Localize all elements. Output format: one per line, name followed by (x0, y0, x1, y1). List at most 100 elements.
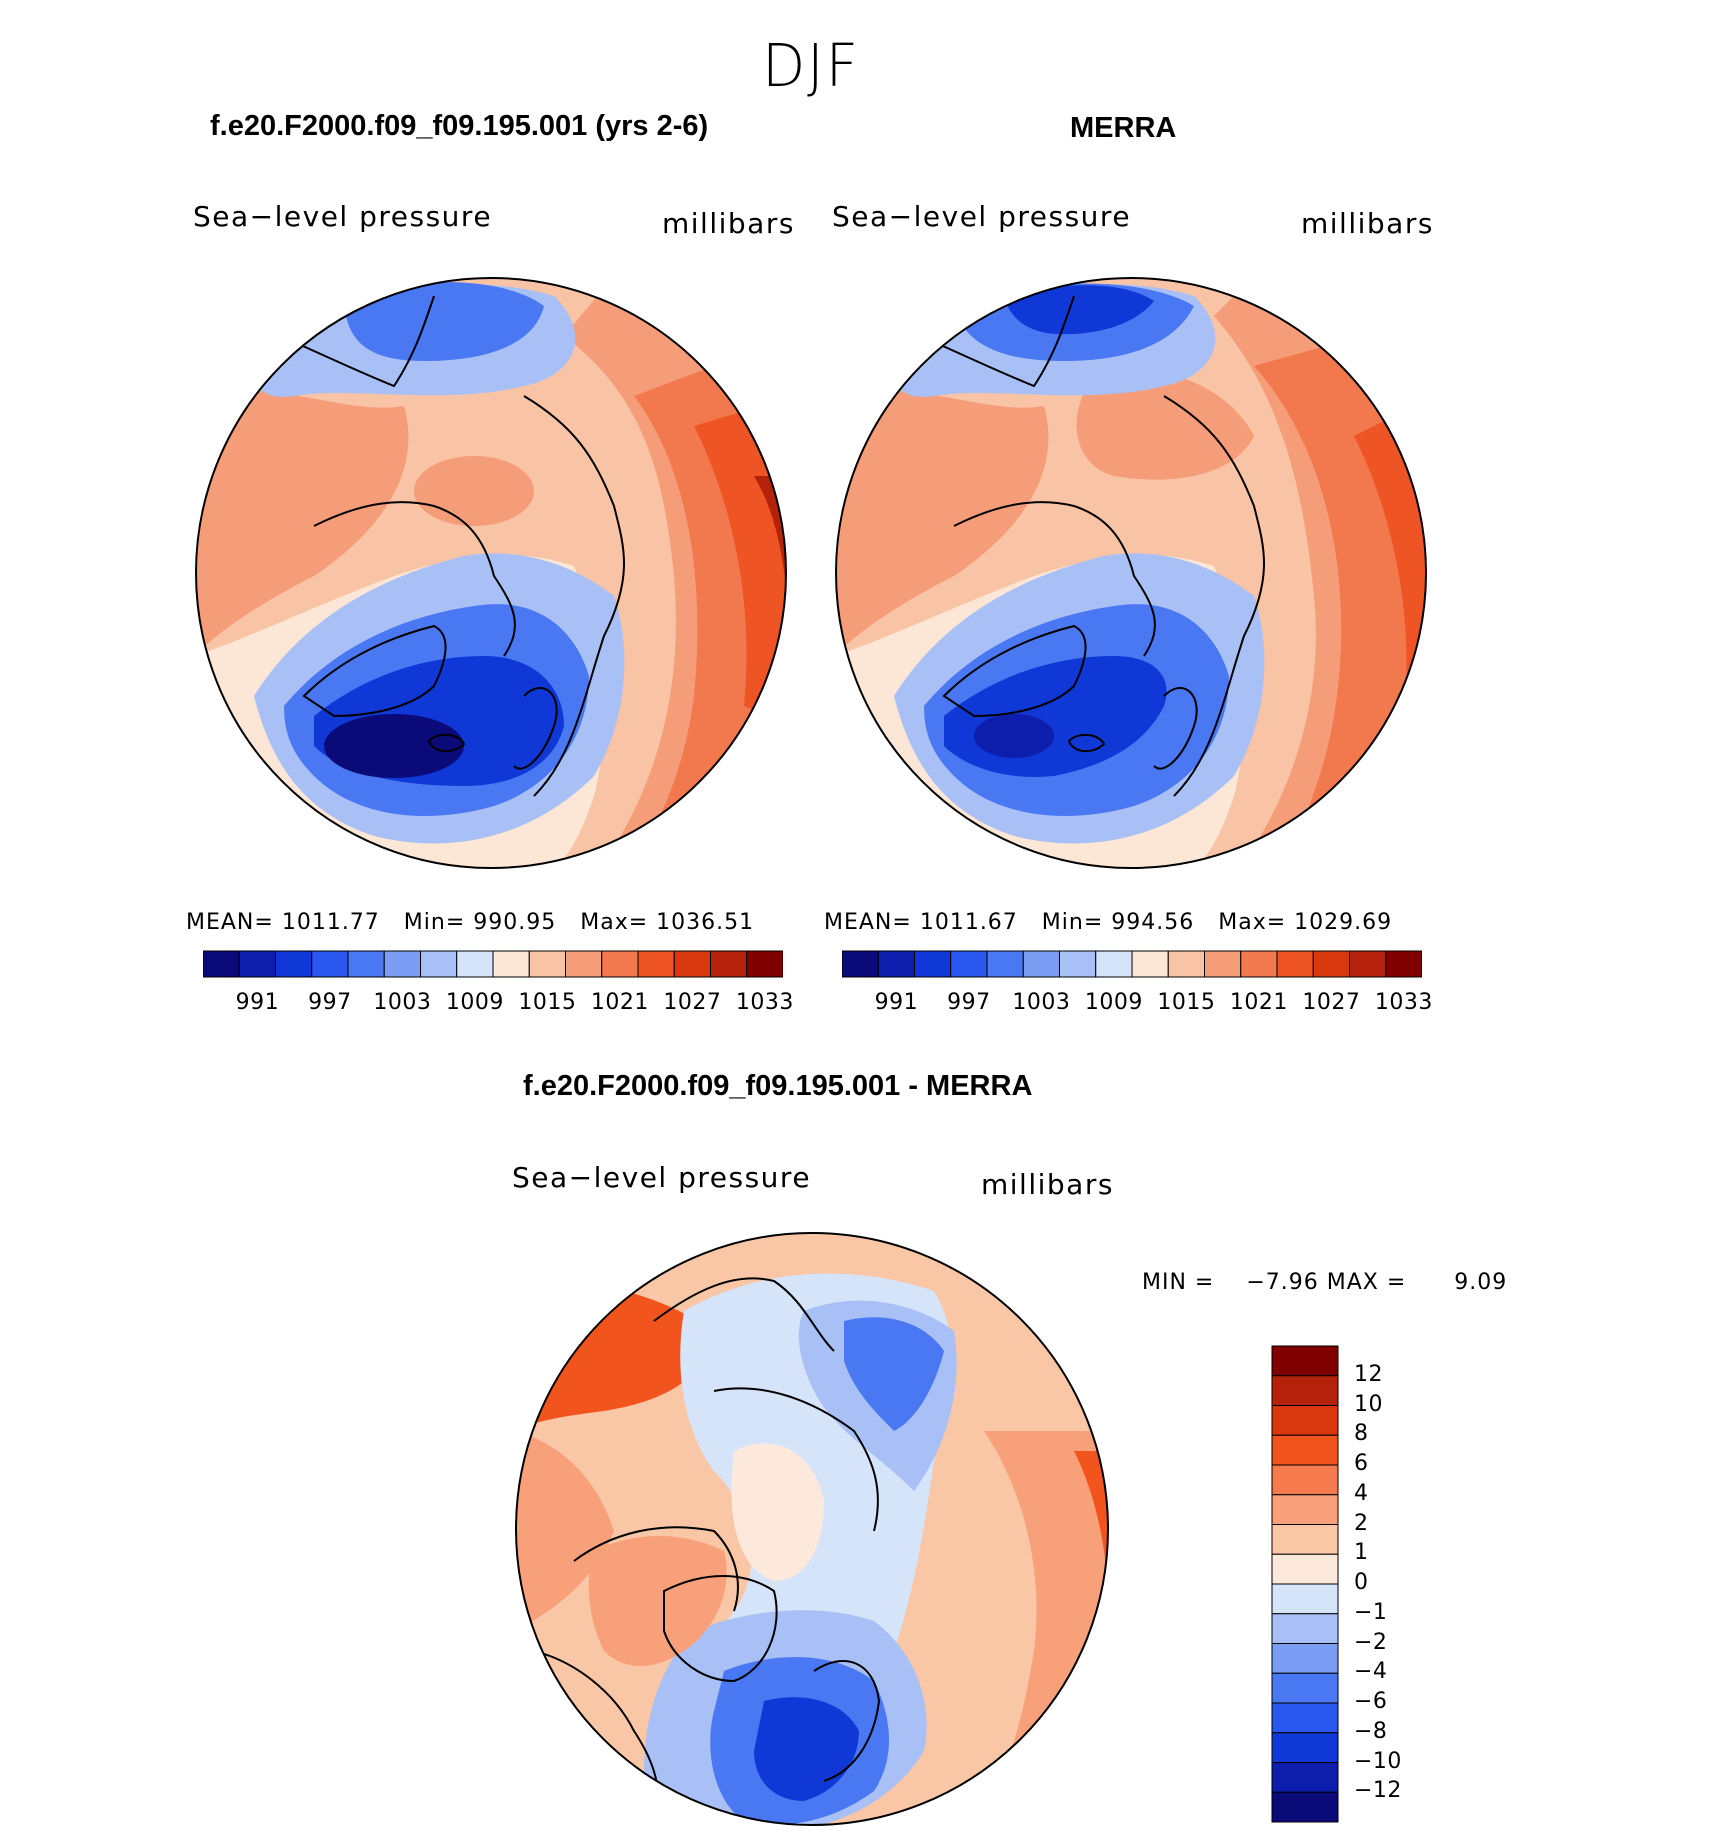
colorbar-tick-label: −10 (1354, 1748, 1402, 1774)
polar-map-obs (835, 277, 1427, 869)
colorbar-tick-label: 1021 (1229, 990, 1288, 1015)
colorbar-swatch (1271, 1553, 1339, 1585)
colorbar-swatch (1271, 1375, 1339, 1406)
colorbar-tick-label: 4 (1354, 1480, 1369, 1506)
colorbar-tick-label: 8 (1354, 1421, 1369, 1447)
slp-contour-siberian-high (1076, 370, 1254, 480)
colorbar-ticks-obs: 991 997 1003 1009 1015 1021 1027 1033 (842, 990, 1433, 1020)
colorbar-swatch (1385, 950, 1422, 978)
min-value: 994.56 (1111, 910, 1195, 935)
mean-value: 1011.77 (281, 910, 380, 935)
colorbar-swatch (1271, 1702, 1339, 1734)
colorbar-swatch (1312, 950, 1350, 978)
diff-contour-positive-e-core (1074, 1451, 1108, 1651)
colorbar-tick-label: 1009 (445, 990, 504, 1015)
units-label-model: millibars (662, 207, 795, 240)
colorbar-swatch (1271, 1405, 1339, 1436)
colorbar-swatch (347, 950, 385, 978)
colorbar-swatch (1271, 1791, 1339, 1823)
slp-contour-icelandic-low-core (324, 714, 464, 778)
colorbar-tick-label: 997 (308, 990, 352, 1015)
colorbar-tick-label: 991 (874, 990, 919, 1015)
colorbar-swatch (420, 950, 458, 978)
coastline-siberia (653, 1277, 835, 1352)
colorbar-swatch (1131, 950, 1169, 978)
colorbar-swatch (203, 950, 240, 978)
max-label: Max= (580, 910, 649, 935)
mean-label: MEAN= (186, 910, 274, 935)
colorbar-tick-label: 10 (1354, 1391, 1383, 1417)
colorbar-swatch (1271, 1494, 1339, 1525)
panel-title-obs: MERRA (1070, 112, 1177, 144)
colorbar-tick-label: 997 (947, 990, 991, 1015)
colorbar-tick-label: 1003 (373, 990, 432, 1015)
slp-contour-high-west (196, 390, 409, 656)
colorbar-swatch (914, 950, 952, 978)
colorbar-tick-label: 1033 (1374, 990, 1433, 1015)
coastline-scandinavia (1153, 686, 1198, 770)
colorbar-swatch (1271, 1613, 1339, 1644)
colorbar-tick-label: −4 (1354, 1659, 1388, 1685)
variable-label-model: Sea−level pressure (193, 200, 493, 233)
colorbar-swatch (528, 950, 566, 978)
colorbar-swatch (986, 950, 1024, 978)
colorbar-swatch (383, 950, 421, 978)
map-border (195, 277, 787, 869)
colorbar-obs (842, 950, 1422, 978)
colorbar-swatch (238, 950, 276, 978)
colorbar-swatch (877, 950, 915, 978)
colorbar-tick-label: 6 (1354, 1451, 1369, 1476)
panel-title-diff: f.e20.F2000.f09_f09.195.001 - MERRA (523, 1070, 1033, 1102)
diff-contour-neutral-pole (731, 1443, 824, 1581)
colorbar-swatch (950, 950, 988, 978)
min-label: Min= (403, 910, 466, 935)
colorbar-swatch (746, 950, 783, 978)
colorbar-swatch (1059, 950, 1097, 978)
colorbar-swatch (275, 950, 313, 978)
diff-contour-negative-atlantic-core (754, 1697, 859, 1801)
coastline-greenland (942, 624, 1087, 718)
diff-contour-positive-greenland (588, 1536, 727, 1666)
colorbar-swatch (311, 950, 349, 978)
coastline-scandinavia (513, 686, 558, 770)
colorbar-tick-label: −2 (1354, 1629, 1388, 1655)
colorbar-swatch (1271, 1583, 1339, 1615)
coastline-iceland (427, 733, 466, 753)
variable-label-obs: Sea−level pressure (832, 200, 1132, 233)
colorbar-tick-label: −12 (1354, 1778, 1402, 1804)
max-value: 1029.69 (1294, 910, 1393, 935)
colorbar-ticks-model: 991 997 1003 1009 1015 1021 1027 1033 (203, 990, 794, 1020)
colorbar-tick-label: 1015 (1157, 990, 1216, 1015)
colorbar-tick-label: 1027 (663, 990, 722, 1015)
colorbar-swatch (1095, 950, 1133, 978)
colorbar-swatch (601, 950, 639, 978)
colorbar-tick-label: 1 (1354, 1540, 1369, 1566)
colorbar-diff (1271, 1345, 1339, 1823)
colorbar-swatch (710, 950, 748, 978)
colorbar-tick-label: 991 (235, 990, 280, 1015)
colorbar-tick-label: 2 (1354, 1510, 1369, 1536)
colorbar-tick-label: 1027 (1302, 990, 1361, 1015)
colorbar-model (203, 950, 783, 978)
colorbar-swatch (1349, 950, 1387, 978)
colorbar-swatch (1271, 1345, 1339, 1377)
colorbar-swatch (492, 950, 530, 978)
colorbar-ticks-diff: 12 10 8 6 4 2 1 0 −1 −2 −4 −6 −8 −10 −12 (1354, 1345, 1474, 1825)
colorbar-swatch (1276, 950, 1314, 978)
colorbar-swatch (1240, 950, 1278, 978)
coastline-scandinavia (813, 1660, 881, 1782)
map-border (515, 1232, 1109, 1826)
coastline-canada (313, 501, 516, 657)
coastline-greenland (663, 1575, 778, 1683)
polar-map-diff (515, 1232, 1109, 1826)
map-border (835, 277, 1427, 869)
colorbar-tick-label: −1 (1354, 1599, 1388, 1625)
colorbar-tick-label: 1021 (590, 990, 649, 1015)
colorbar-tick-label: 12 (1354, 1361, 1383, 1387)
max-label: Max= (1218, 910, 1287, 935)
colorbar-tick-label: −8 (1354, 1718, 1388, 1744)
colorbar-swatch (1204, 950, 1242, 978)
units-label-obs: millibars (1301, 207, 1434, 240)
colorbar-swatch (637, 950, 675, 978)
coastline-eurasia-north (713, 1387, 879, 1532)
